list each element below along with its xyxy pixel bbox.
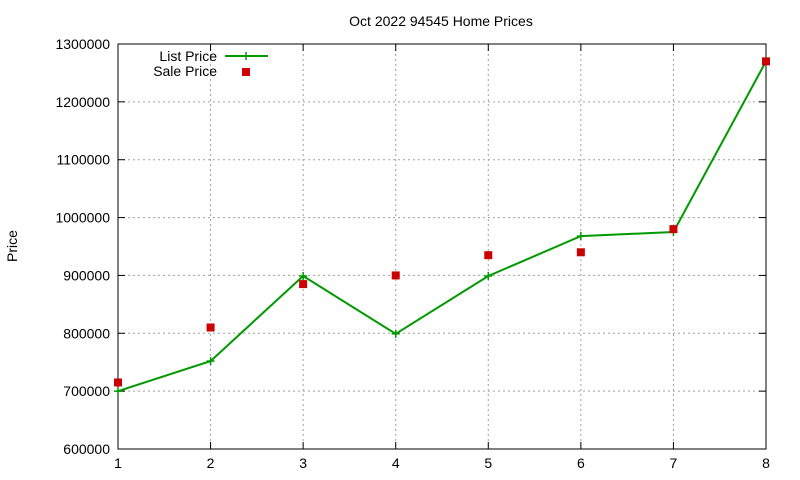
series-layer — [114, 57, 770, 396]
legend-label-list-price: List Price — [159, 48, 217, 64]
list-price-point — [114, 387, 122, 396]
list-price-point — [391, 329, 400, 338]
plot-frame — [117, 43, 767, 450]
list-price-point — [206, 357, 215, 366]
sale-price-point — [576, 248, 585, 257]
sale-price-point — [762, 57, 770, 66]
legend: List Price Sale Price — [153, 48, 268, 79]
sale-price-point — [484, 251, 493, 260]
x-tick-label: 4 — [392, 455, 400, 471]
sale-price-point — [299, 280, 308, 289]
y-tick-label: 1200000 — [55, 94, 110, 110]
y-tick-label: 1300000 — [55, 36, 110, 52]
x-tick-label: 3 — [299, 455, 307, 471]
y-tick-label: 600000 — [63, 441, 110, 457]
grid-lines — [118, 44, 766, 449]
series-line-list-price — [117, 60, 767, 393]
y-tick-label: 1100000 — [57, 152, 111, 168]
list-price-point — [576, 232, 585, 241]
y-tick-label: 900000 — [63, 267, 110, 283]
axis-ticks: 6000007000008000009000001000000110000012… — [55, 36, 770, 471]
y-tick-label: 1000000 — [55, 210, 110, 226]
sale-price-point — [391, 271, 400, 280]
y-axis-label: Price — [4, 230, 20, 262]
legend-symbol-list-price — [225, 52, 268, 60]
x-tick-label: 8 — [762, 455, 770, 471]
sale-price-point — [669, 225, 678, 234]
legend-label-sale-price: Sale Price — [153, 63, 217, 79]
legend-plus-marker — [242, 52, 250, 60]
chart-title: Oct 2022 94545 Home Prices — [349, 13, 533, 29]
list-price-point — [299, 272, 308, 281]
list-price-point — [484, 272, 493, 281]
y-tick-label: 700000 — [63, 383, 110, 399]
x-tick-label: 7 — [670, 455, 678, 471]
x-tick-label: 5 — [484, 455, 492, 471]
x-tick-label: 6 — [577, 455, 585, 471]
legend-symbol-sale-price — [242, 68, 250, 76]
sale-price-point — [114, 378, 122, 387]
legend-square-marker — [242, 68, 250, 76]
x-tick-label: 2 — [207, 455, 215, 471]
x-tick-label: 1 — [114, 455, 122, 471]
y-tick-label: 800000 — [63, 325, 110, 341]
sale-price-point — [206, 323, 215, 332]
